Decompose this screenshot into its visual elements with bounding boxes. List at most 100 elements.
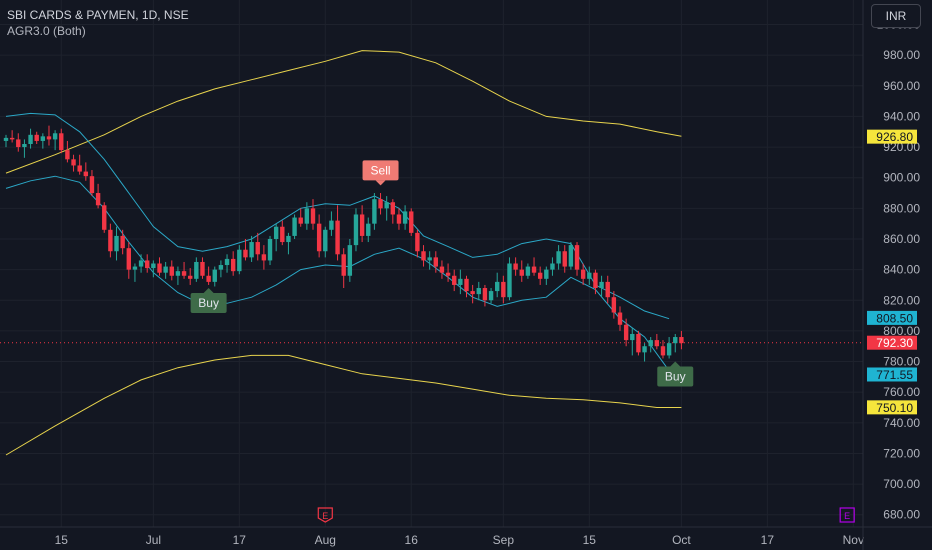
candle[interactable] bbox=[537, 266, 543, 285]
candle[interactable] bbox=[372, 193, 377, 230]
candle[interactable] bbox=[59, 128, 64, 154]
candle[interactable] bbox=[212, 266, 217, 287]
candle[interactable] bbox=[28, 128, 33, 149]
candle[interactable] bbox=[181, 261, 187, 279]
indicator-legend[interactable]: AGR3.0 (Both) bbox=[7, 24, 86, 38]
candle[interactable] bbox=[495, 272, 500, 298]
candle[interactable] bbox=[169, 260, 174, 281]
candle[interactable] bbox=[206, 266, 211, 285]
candle[interactable] bbox=[433, 251, 438, 273]
earnings-marker-red[interactable]: E bbox=[317, 507, 333, 523]
candle[interactable] bbox=[298, 208, 303, 227]
candle[interactable] bbox=[273, 223, 279, 252]
candle[interactable] bbox=[353, 208, 359, 252]
candle[interactable] bbox=[611, 291, 617, 319]
candle[interactable] bbox=[138, 254, 144, 273]
candle[interactable] bbox=[218, 260, 224, 278]
candle[interactable] bbox=[593, 269, 598, 295]
candle[interactable] bbox=[261, 245, 267, 270]
candle[interactable] bbox=[642, 343, 647, 362]
candle[interactable] bbox=[304, 202, 310, 230]
candle[interactable] bbox=[556, 245, 561, 270]
candle[interactable] bbox=[617, 306, 623, 331]
candle[interactable] bbox=[310, 199, 316, 230]
candle[interactable] bbox=[108, 223, 113, 258]
candle[interactable] bbox=[458, 269, 463, 295]
candle[interactable] bbox=[52, 130, 58, 151]
candle[interactable] bbox=[623, 318, 629, 347]
candle[interactable] bbox=[329, 211, 334, 236]
candle[interactable] bbox=[513, 257, 518, 276]
candle[interactable] bbox=[439, 260, 445, 279]
candle[interactable] bbox=[366, 217, 371, 243]
candle[interactable] bbox=[445, 263, 451, 282]
currency-button[interactable]: INR bbox=[871, 4, 921, 28]
candle[interactable] bbox=[452, 269, 457, 292]
candle[interactable] bbox=[660, 340, 666, 359]
candle[interactable] bbox=[267, 235, 273, 266]
candle[interactable] bbox=[519, 260, 524, 282]
candle[interactable] bbox=[280, 220, 285, 246]
candle[interactable] bbox=[574, 242, 580, 276]
candle[interactable] bbox=[335, 205, 340, 261]
candle[interactable] bbox=[630, 327, 635, 356]
candle[interactable] bbox=[145, 254, 150, 273]
candle[interactable] bbox=[402, 205, 408, 230]
candle[interactable] bbox=[544, 266, 549, 285]
candle[interactable] bbox=[22, 139, 27, 158]
candle[interactable] bbox=[525, 263, 531, 279]
candle[interactable] bbox=[531, 257, 537, 276]
earnings-marker-purple[interactable]: E bbox=[839, 507, 855, 523]
candle[interactable] bbox=[34, 131, 39, 145]
candle[interactable] bbox=[83, 162, 89, 181]
candle[interactable] bbox=[249, 235, 254, 262]
candle[interactable] bbox=[409, 208, 414, 236]
candle[interactable] bbox=[89, 170, 95, 197]
candle[interactable] bbox=[224, 254, 230, 273]
candle[interactable] bbox=[599, 275, 604, 298]
candle[interactable] bbox=[378, 193, 383, 215]
candle[interactable] bbox=[3, 134, 9, 148]
candle[interactable] bbox=[482, 284, 488, 307]
candle[interactable] bbox=[654, 333, 660, 350]
candle[interactable] bbox=[157, 257, 162, 276]
candle[interactable] bbox=[568, 242, 574, 270]
candle[interactable] bbox=[396, 208, 402, 230]
candle[interactable] bbox=[9, 130, 15, 143]
candle[interactable] bbox=[126, 242, 131, 279]
candle[interactable] bbox=[46, 125, 52, 146]
candle[interactable] bbox=[132, 263, 138, 282]
candle[interactable] bbox=[470, 284, 475, 304]
candle[interactable] bbox=[501, 275, 506, 304]
candle[interactable] bbox=[286, 232, 291, 255]
candle[interactable] bbox=[427, 251, 432, 270]
candle[interactable] bbox=[359, 205, 365, 243]
candle[interactable] bbox=[163, 261, 168, 279]
candle[interactable] bbox=[476, 281, 481, 301]
candle[interactable] bbox=[292, 214, 297, 239]
candle[interactable] bbox=[102, 202, 107, 233]
candle[interactable] bbox=[243, 238, 248, 261]
candle[interactable] bbox=[636, 330, 641, 356]
candle[interactable] bbox=[390, 199, 396, 224]
candle[interactable] bbox=[421, 245, 426, 267]
candle[interactable] bbox=[194, 257, 199, 282]
candle[interactable] bbox=[562, 245, 567, 273]
candle[interactable] bbox=[77, 154, 82, 175]
candle[interactable] bbox=[679, 330, 684, 350]
candle[interactable] bbox=[580, 263, 586, 285]
candle[interactable] bbox=[230, 251, 236, 276]
candle[interactable] bbox=[188, 268, 193, 285]
candle[interactable] bbox=[200, 257, 205, 279]
candle[interactable] bbox=[488, 288, 494, 304]
candle[interactable] bbox=[341, 248, 346, 289]
candle[interactable] bbox=[120, 229, 125, 255]
candle[interactable] bbox=[65, 140, 70, 163]
candle[interactable] bbox=[71, 154, 76, 172]
candle[interactable] bbox=[255, 232, 260, 261]
candle[interactable] bbox=[237, 245, 242, 275]
candle[interactable] bbox=[175, 266, 181, 285]
candle[interactable] bbox=[464, 275, 469, 298]
candle[interactable] bbox=[648, 337, 653, 353]
